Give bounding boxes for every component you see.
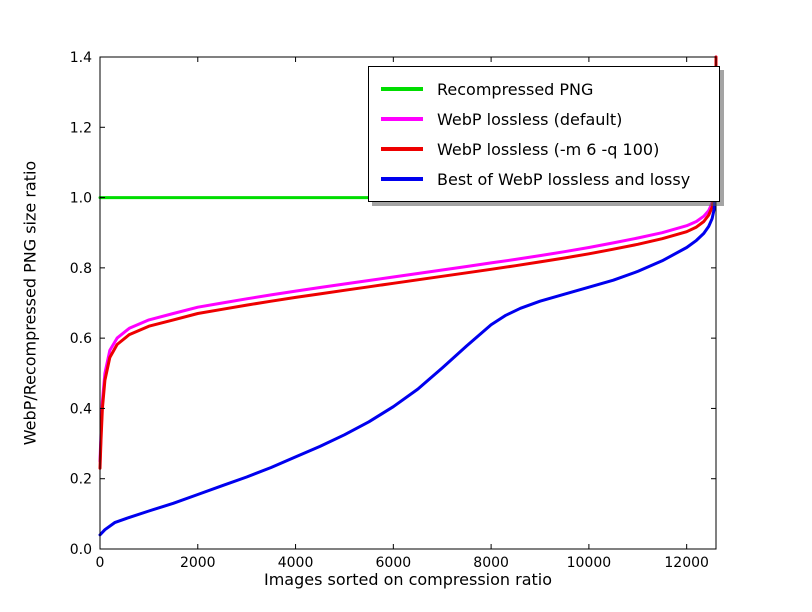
series-line-2 <box>98 55 718 470</box>
legend: Recompressed PNG WebP lossless (default)… <box>368 66 720 202</box>
legend-label: WebP lossless (default) <box>437 109 623 129</box>
legend-line-webp-lossless-default <box>381 117 423 121</box>
y-tick-label: 0.4 <box>70 401 92 417</box>
y-tick-label: 1.2 <box>70 120 92 136</box>
x-tick-label: 6000 <box>376 555 412 571</box>
legend-item: WebP lossless (default) <box>381 104 707 134</box>
x-tick-label: 12000 <box>664 555 709 571</box>
y-tick-label: 0.2 <box>70 472 92 488</box>
plot-frame <box>99 56 717 550</box>
legend-line-webp-lossless-m6-q100 <box>381 147 423 151</box>
y-tick-label: 1.0 <box>70 191 92 207</box>
y-tick-label: 0.8 <box>70 261 92 277</box>
legend-label: Best of WebP lossless and lossy <box>437 169 691 189</box>
y-tick-label: 0.6 <box>70 331 92 347</box>
legend-line-recompressed-png <box>381 87 423 91</box>
legend-label: Recompressed PNG <box>437 79 594 99</box>
x-axis-label: Images sorted on compression ratio <box>263 570 553 589</box>
series-line-1 <box>98 55 718 463</box>
legend-label: WebP lossless (-m 6 -q 100) <box>437 139 660 159</box>
series-line-3 <box>98 143 718 537</box>
x-tick-label: 8000 <box>473 555 509 571</box>
y-axis-label: WebP/Recompressed PNG size ratio <box>20 160 40 446</box>
x-tick-label: 10000 <box>567 555 612 571</box>
y-tick-label: 1.4 <box>70 50 92 66</box>
legend-item: Best of WebP lossless and lossy <box>381 164 707 194</box>
x-tick-label: 2000 <box>180 555 216 571</box>
x-tick-label: 4000 <box>278 555 314 571</box>
y-tick-label: 0.0 <box>70 542 92 558</box>
legend-item: Recompressed PNG <box>381 74 707 104</box>
legend-line-best-of-webp <box>381 177 423 181</box>
legend-item: WebP lossless (-m 6 -q 100) <box>381 134 707 164</box>
x-tick-label: 0 <box>96 555 105 571</box>
